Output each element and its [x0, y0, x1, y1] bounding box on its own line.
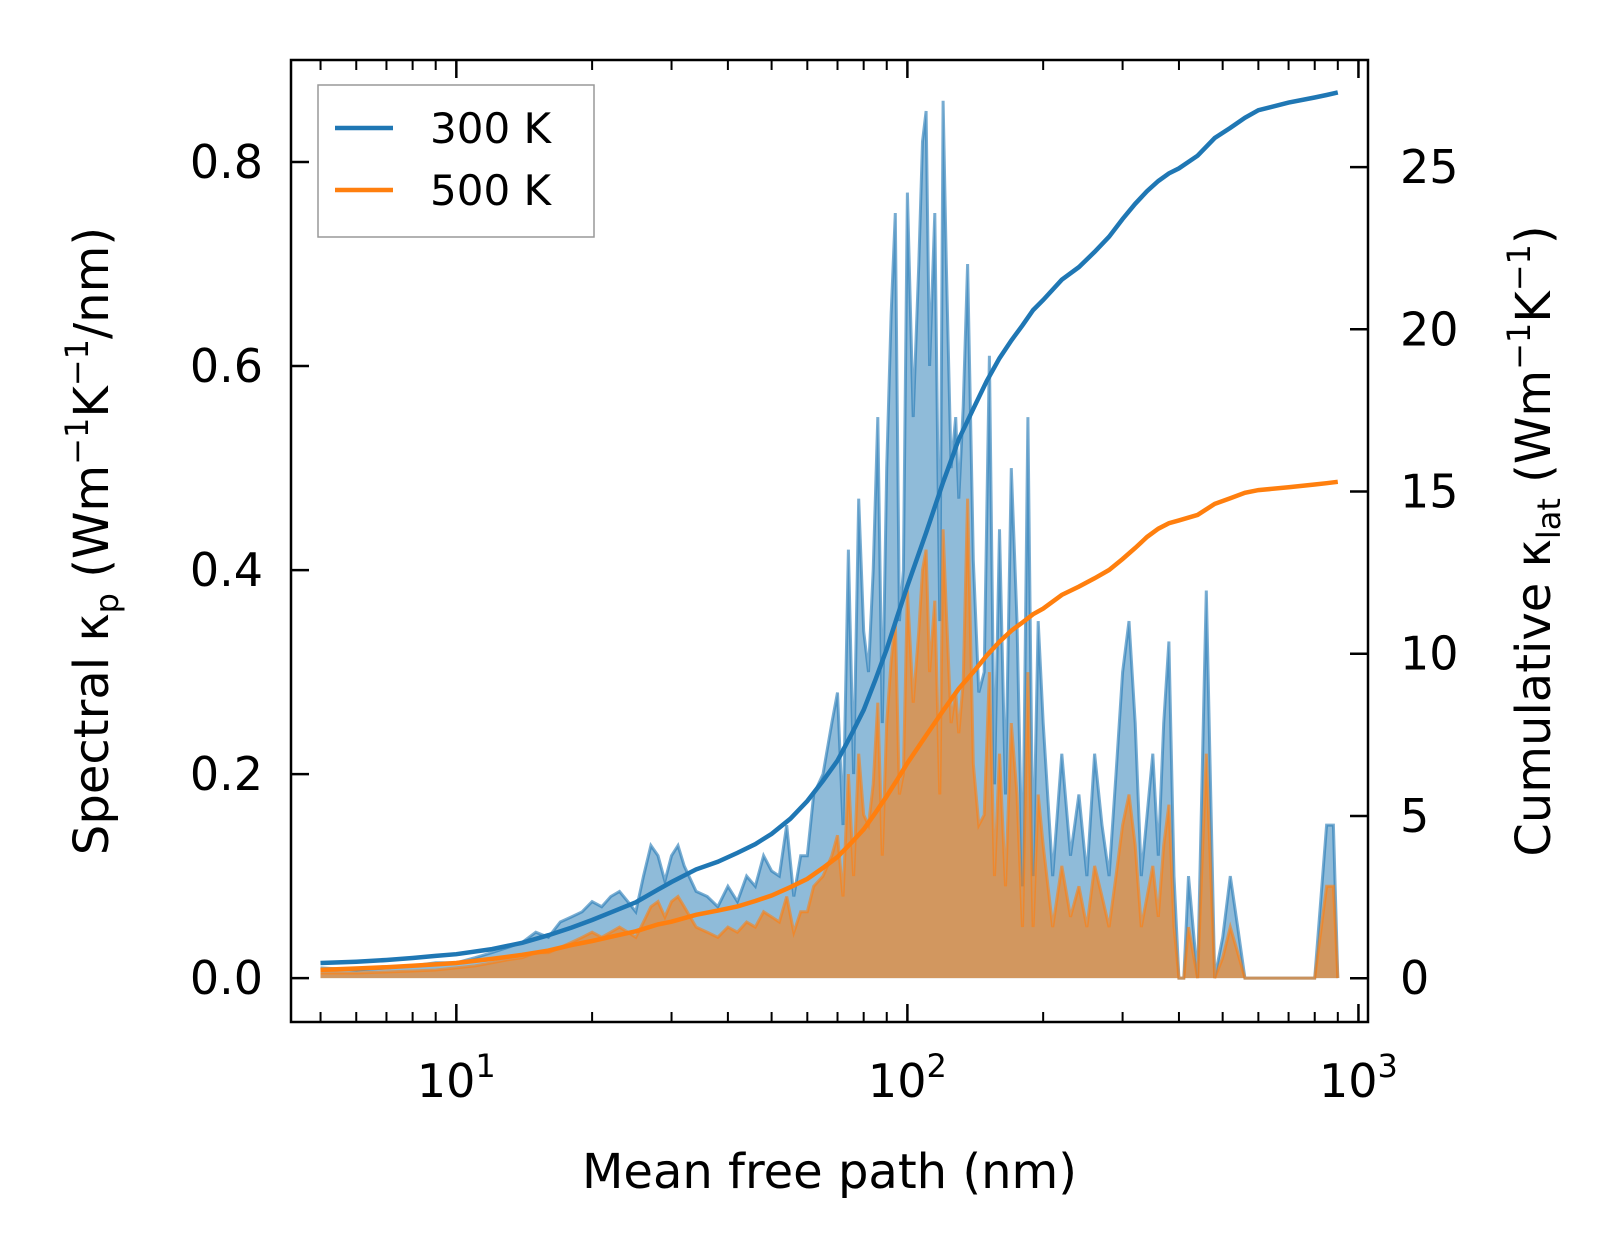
right-axis-title: Cumulative κlat (Wm−1K−1): [1500, 225, 1568, 856]
right-tick-label: 5: [1400, 789, 1429, 843]
x-axis-title: Mean free path (nm): [582, 1144, 1077, 1200]
left-tick-label: 0.0: [190, 951, 263, 1005]
cumulative-line-500k: [320, 479, 1339, 973]
cumulative-line-300k: [320, 90, 1339, 966]
spectral-area-300k: [320, 100, 1338, 979]
axes: 0.0 0.2 0.4 0.6 0.8 0 5 10 15 20 25 101 102 103 Mean f…: [58, 58, 1568, 1200]
x-tick-label: 103: [1319, 1047, 1398, 1108]
legend-label: 300 K: [430, 104, 553, 153]
x-tick-label: 101: [417, 1047, 496, 1108]
spectral-fills: [320, 100, 1340, 980]
x-tick-label: 102: [868, 1047, 947, 1108]
left-tick-label: 0.2: [190, 747, 263, 801]
spectral-line-500k: [320, 498, 1340, 980]
spectral-area-500k: [320, 498, 1338, 979]
legend-label: 500 K: [430, 166, 553, 215]
left-tick-label: 0.4: [190, 543, 263, 597]
left-axis-title: Spectral κp (Wm−1K−1/nm): [58, 227, 126, 855]
right-tick-label: 10: [1400, 627, 1459, 681]
right-tick-label: 0: [1400, 951, 1429, 1005]
spectral-line-300k: [320, 100, 1340, 980]
legend-box: [317, 84, 595, 238]
legend: 300 K 500 K: [317, 84, 595, 238]
cumulative-lines: [320, 90, 1339, 973]
left-tick-label: 0.8: [190, 135, 263, 189]
right-tick-label: 25: [1400, 140, 1459, 194]
plot-frame: [289, 58, 1370, 1024]
left-tick-label: 0.6: [190, 339, 263, 393]
right-tick-label: 15: [1400, 465, 1459, 519]
right-tick-label: 20: [1400, 302, 1459, 356]
